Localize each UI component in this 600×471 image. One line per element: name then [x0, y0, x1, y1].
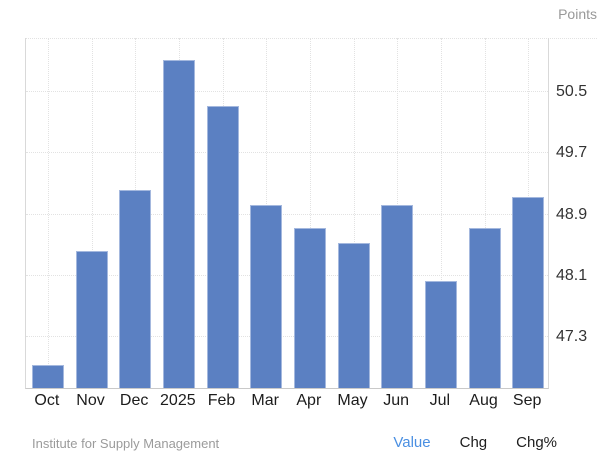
x-tick-label-mar: Mar — [251, 392, 279, 409]
x-tick-label-apr: Apr — [296, 392, 322, 409]
y-tick-label: 47.3 — [556, 327, 588, 345]
footer-link-chg[interactable]: Chg — [459, 434, 488, 451]
plot-top-gridline — [25, 38, 597, 39]
bar-mar[interactable] — [250, 204, 283, 388]
horizontal-gridline — [26, 213, 548, 215]
bar-sep[interactable] — [512, 197, 545, 388]
vertical-gridline — [309, 38, 311, 388]
footer-view-switcher: Value Chg Chg% — [393, 433, 557, 452]
x-tick-label-feb: Feb — [207, 392, 236, 409]
bar-apr[interactable] — [293, 227, 326, 388]
bar-nov[interactable] — [75, 250, 108, 388]
bar-may[interactable] — [337, 243, 370, 388]
bar-jul[interactable] — [424, 281, 457, 388]
x-tick-label-sep: Sep — [512, 392, 542, 409]
horizontal-gridline — [26, 152, 548, 154]
x-tick-label-jul: Jul — [429, 392, 451, 409]
y-axis-unit-label: Points — [558, 6, 597, 22]
x-tick-label-dec: Dec — [119, 392, 149, 409]
bar-jun[interactable] — [381, 204, 414, 388]
bar-2025[interactable] — [162, 59, 195, 388]
x-tick-label-aug: Aug — [469, 392, 498, 409]
vertical-gridline — [353, 38, 355, 388]
vertical-gridline — [484, 38, 486, 388]
plot-area — [25, 38, 549, 389]
bar-oct[interactable] — [31, 365, 64, 388]
vertical-gridline — [47, 38, 49, 388]
y-tick-label: 49.7 — [556, 144, 588, 162]
source-attribution: Institute for Supply Management — [32, 436, 220, 451]
y-tick-label: 48.9 — [556, 205, 588, 223]
bar-aug[interactable] — [468, 227, 501, 388]
horizontal-gridline — [26, 91, 548, 93]
x-tick-label-oct: Oct — [34, 392, 60, 409]
y-tick-label: 48.1 — [556, 266, 588, 284]
x-tick-label-jun: Jun — [383, 392, 410, 409]
vertical-gridline — [91, 38, 93, 388]
y-tick-label: 50.5 — [556, 83, 588, 101]
horizontal-gridline — [26, 274, 548, 276]
footer-link-chg-pct[interactable]: Chg% — [516, 434, 557, 451]
bar-feb[interactable] — [206, 105, 239, 388]
vertical-gridline — [440, 38, 442, 388]
bar-dec[interactable] — [119, 189, 152, 388]
horizontal-gridline — [26, 335, 548, 337]
footer-link-value[interactable]: Value — [393, 434, 431, 451]
x-tick-label-nov: Nov — [76, 392, 105, 409]
x-tick-label-2025: 2025 — [160, 392, 196, 409]
x-tick-label-may: May — [337, 392, 368, 409]
